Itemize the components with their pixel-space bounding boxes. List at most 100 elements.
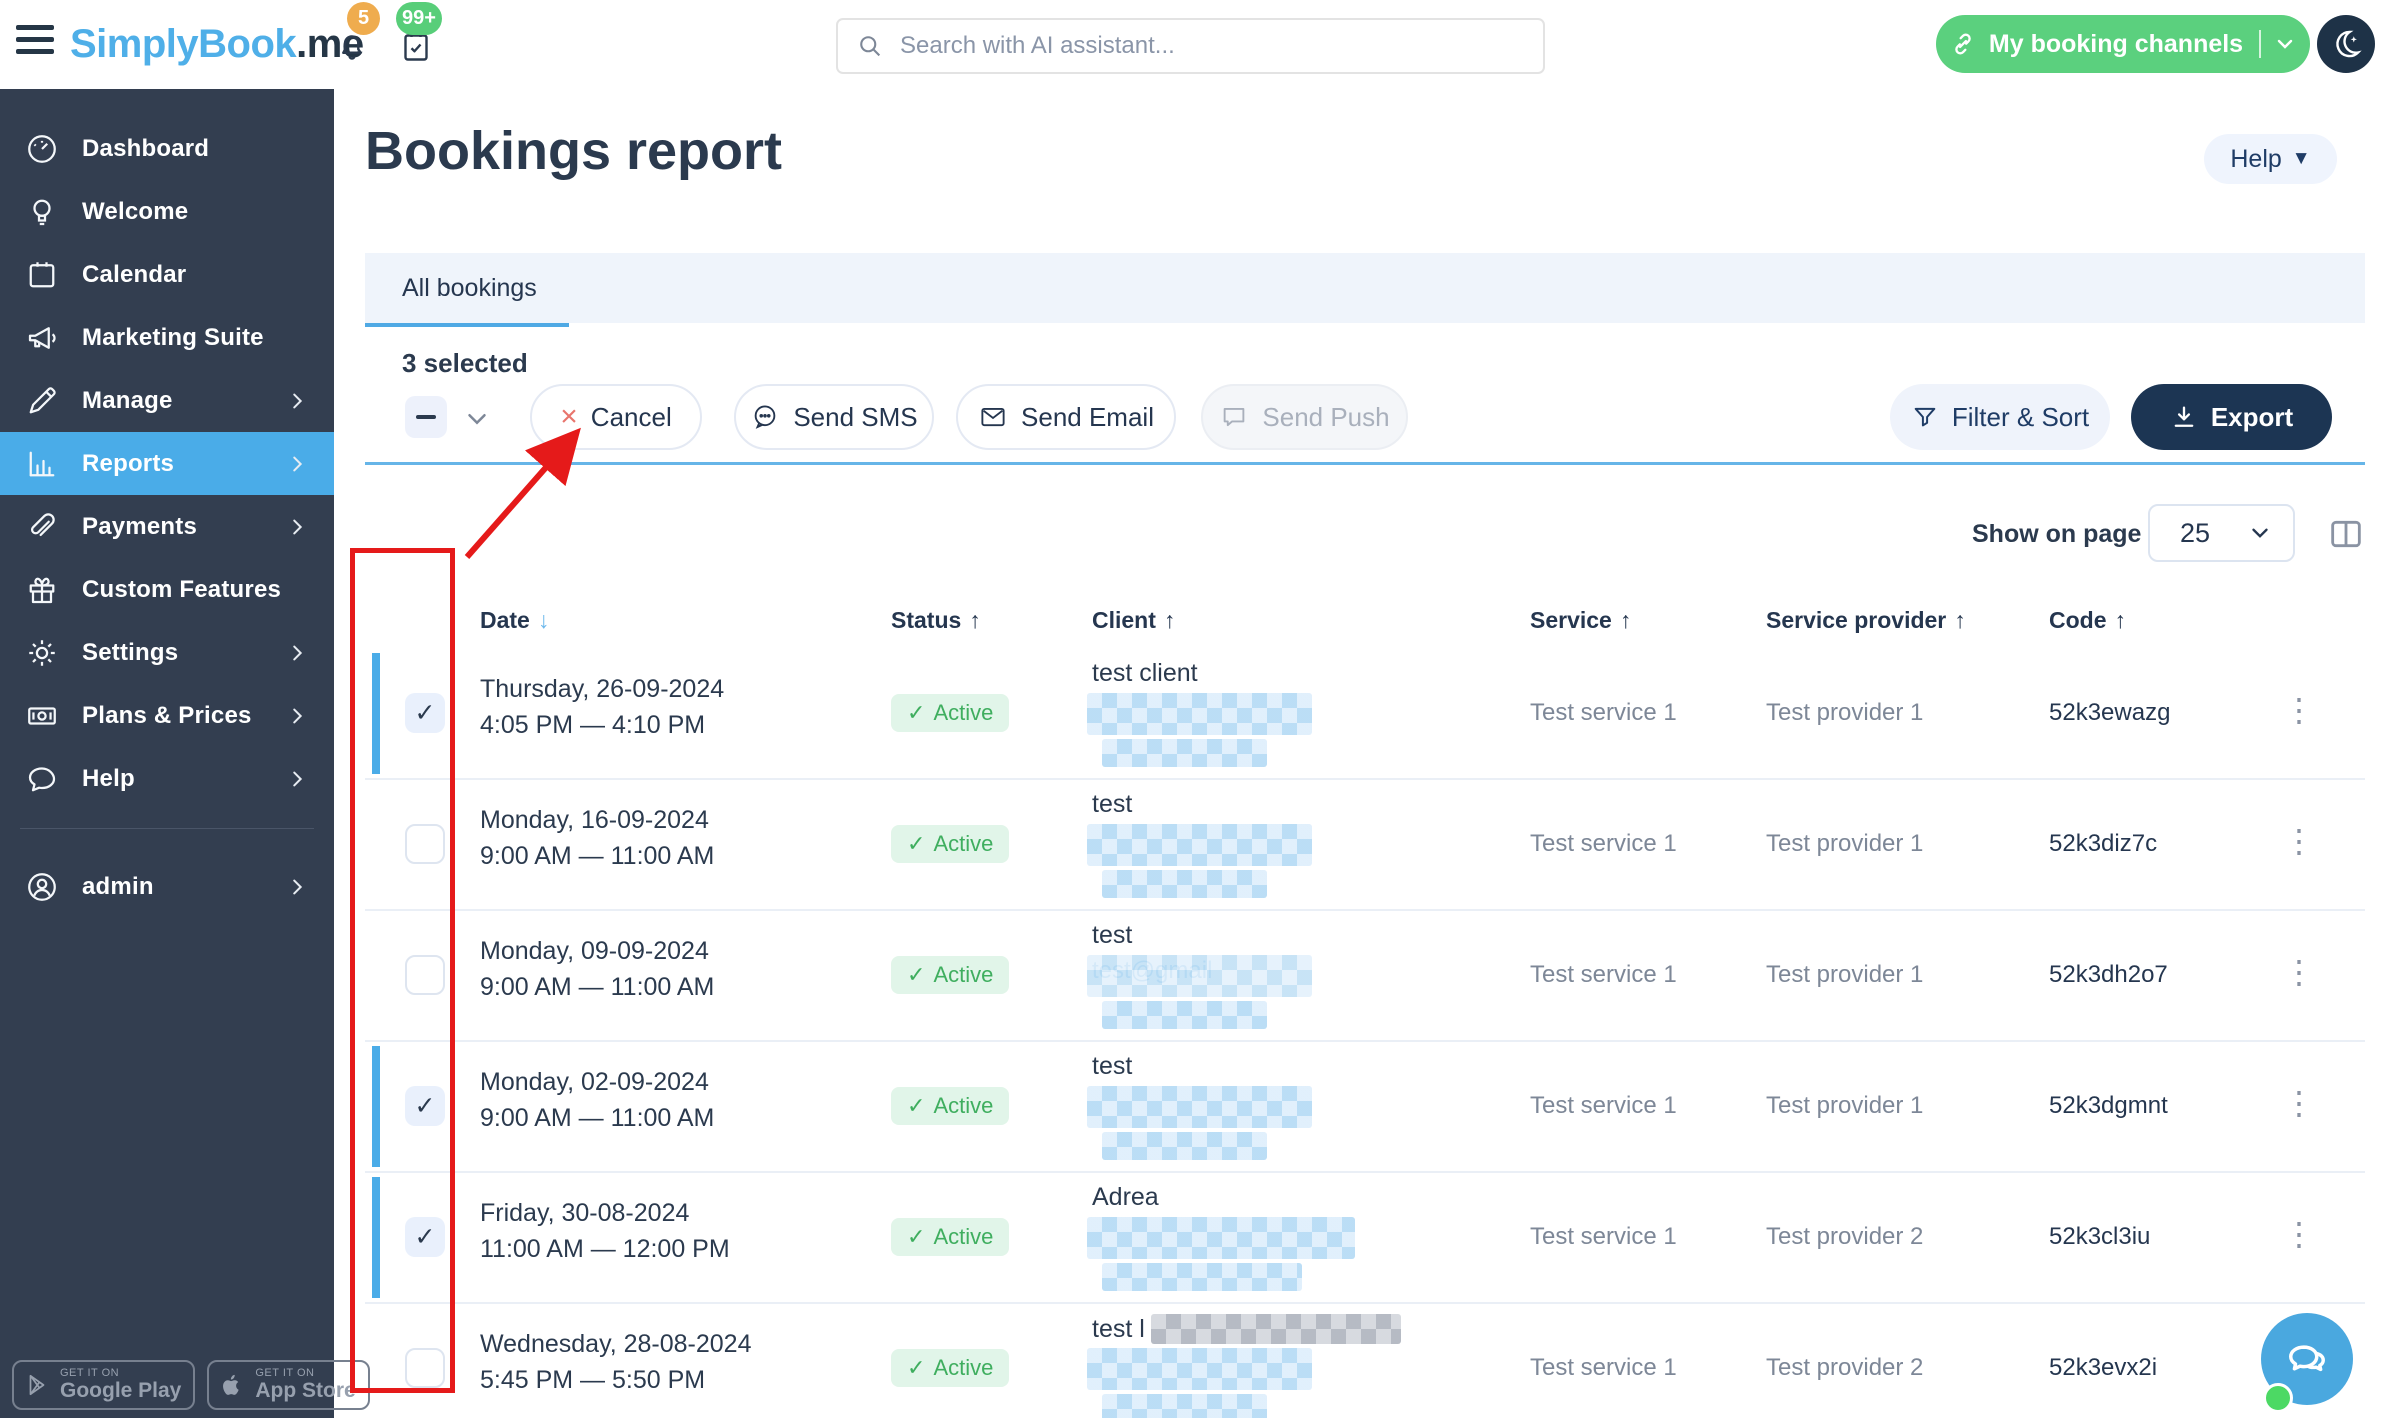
table-row[interactable]: Monday, 02-09-2024 9:00 AM — 11:00 AM ✓A… xyxy=(365,1042,2365,1173)
row-checkbox[interactable] xyxy=(405,693,445,733)
column-header-service-provider[interactable]: Service provider ↑ xyxy=(1766,607,1966,634)
sidebar-item-admin[interactable]: admin xyxy=(0,855,334,918)
simplybook-logo[interactable]: SimplyBook.me xyxy=(70,22,364,67)
sort-asc-icon: ↑ xyxy=(2115,607,2127,634)
sidebar-item-manage[interactable]: Manage xyxy=(0,369,334,432)
export-button[interactable]: Export xyxy=(2131,384,2332,450)
sidebar-nav: Dashboard Welcome Calendar xyxy=(0,117,334,918)
table-row[interactable]: Friday, 30-08-2024 11:00 AM — 12:00 PM ✓… xyxy=(365,1173,2365,1304)
row-checkbox[interactable] xyxy=(405,1348,445,1388)
booking-time: 9:00 AM — 11:00 AM xyxy=(480,1104,714,1133)
search-input[interactable] xyxy=(898,31,1543,61)
pencil-icon xyxy=(24,383,60,419)
row-menu-icon[interactable]: ⋮ xyxy=(2283,691,2315,729)
sidebar-item-payments[interactable]: Payments xyxy=(0,495,334,558)
check-icon: ✓ xyxy=(907,1093,925,1119)
table-row[interactable]: Monday, 16-09-2024 9:00 AM — 11:00 AM ✓A… xyxy=(365,780,2365,911)
send-push-button-disabled[interactable]: Send Push xyxy=(1201,384,1408,450)
row-checkbox[interactable] xyxy=(405,955,445,995)
filter-sort-button[interactable]: Filter & Sort xyxy=(1890,384,2110,450)
page-size-select[interactable]: 25 xyxy=(2148,504,2295,562)
notifications-badge: 5 xyxy=(347,2,380,35)
row-checkbox[interactable] xyxy=(405,1086,445,1126)
column-header-date[interactable]: Date ↓ xyxy=(480,607,549,634)
status-badge: ✓Active xyxy=(891,956,1009,994)
my-booking-channels-button[interactable]: My booking channels xyxy=(1936,15,2310,73)
booking-channels-label: My booking channels xyxy=(1989,30,2243,59)
column-header-service[interactable]: Service ↑ xyxy=(1530,607,1631,634)
booking-date: Monday, 09-09-2024 xyxy=(480,937,709,966)
dark-mode-toggle[interactable] xyxy=(2317,15,2375,73)
table-row[interactable]: Monday, 09-09-2024 9:00 AM — 11:00 AM ✓A… xyxy=(365,911,2365,1042)
help-dropdown-button[interactable]: Help ▼ xyxy=(2204,134,2337,184)
send-push-label: Send Push xyxy=(1262,402,1389,433)
column-settings-icon[interactable] xyxy=(2326,514,2366,554)
sidebar-item-marketing-suite[interactable]: Marketing Suite xyxy=(0,306,334,369)
sidebar-item-custom-features[interactable]: Custom Features xyxy=(0,558,334,621)
sidebar-item-label: Custom Features xyxy=(82,576,334,604)
hamburger-menu-icon[interactable] xyxy=(16,25,54,57)
row-checkbox[interactable] xyxy=(405,1217,445,1257)
redacted-client-info xyxy=(1087,1217,1355,1259)
client-name: test client xyxy=(1092,659,1198,688)
sidebar-item-reports[interactable]: Reports xyxy=(0,432,334,495)
app-store-badge[interactable]: GET IT ON App Store xyxy=(207,1360,369,1410)
envelope-icon xyxy=(978,402,1008,432)
redacted-client-info xyxy=(1102,1263,1302,1291)
sidebar-item-help[interactable]: Help xyxy=(0,747,334,810)
booking-time: 4:05 PM — 4:10 PM xyxy=(480,711,705,740)
send-sms-button[interactable]: Send SMS xyxy=(734,384,934,450)
check-icon: ✓ xyxy=(907,831,925,857)
ai-search-bar[interactable] xyxy=(836,18,1545,74)
selected-row-accent xyxy=(372,653,380,774)
sidebar-item-welcome[interactable]: Welcome xyxy=(0,180,334,243)
sidebar-item-calendar[interactable]: Calendar xyxy=(0,243,334,306)
send-email-button[interactable]: Send Email xyxy=(956,384,1176,450)
booking-date: Thursday, 26-09-2024 xyxy=(480,675,724,704)
banknote-icon xyxy=(24,698,60,734)
chevron-down-icon[interactable] xyxy=(2273,32,2297,56)
sidebar-item-dashboard[interactable]: Dashboard xyxy=(0,117,334,180)
provider-name: Test provider 2 xyxy=(1766,1354,1923,1382)
row-menu-icon[interactable]: ⋮ xyxy=(2283,1084,2315,1122)
app-store-badges: GET IT ON Google Play GET IT ON App Stor… xyxy=(0,1360,334,1410)
sidebar-item-label: Payments xyxy=(82,513,286,541)
status-badge: ✓Active xyxy=(891,1349,1009,1387)
column-header-client[interactable]: Client ↑ xyxy=(1092,607,1175,634)
tab-all-bookings[interactable]: All bookings xyxy=(402,253,537,323)
redacted-client-info xyxy=(1087,1348,1312,1390)
caret-down-icon: ▼ xyxy=(2292,148,2311,170)
page-size-value: 25 xyxy=(2180,518,2210,549)
row-checkbox[interactable] xyxy=(405,824,445,864)
sort-asc-icon: ↑ xyxy=(1164,607,1176,634)
column-header-code[interactable]: Code ↑ xyxy=(2049,607,2126,634)
row-menu-icon[interactable]: ⋮ xyxy=(2283,822,2315,860)
sidebar-item-settings[interactable]: Settings xyxy=(0,621,334,684)
row-menu-icon[interactable]: ⋮ xyxy=(2283,953,2315,991)
link-icon xyxy=(1949,30,1977,58)
chat-icon xyxy=(2281,1333,2333,1385)
bulk-select-chevron-icon[interactable] xyxy=(462,404,492,434)
google-play-badge[interactable]: GET IT ON Google Play xyxy=(12,1360,195,1410)
row-menu-icon[interactable]: ⋮ xyxy=(2283,1215,2315,1253)
status-badge: ✓Active xyxy=(891,1087,1009,1125)
service-name: Test service 1 xyxy=(1530,1223,1677,1251)
redacted-client-info xyxy=(1102,870,1267,898)
table-row[interactable]: Thursday, 26-09-2024 4:05 PM — 4:10 PM ✓… xyxy=(365,649,2365,780)
store-badge-tagline: GET IT ON xyxy=(255,1367,355,1379)
table-header: Date ↓ Status ↑ Client ↑ Service ↑ Servi… xyxy=(365,597,2365,649)
booking-code: 52k3dgmnt xyxy=(2049,1092,2168,1120)
top-bar: SimplyBook.me 5 99+ xyxy=(0,0,2400,89)
booking-date: Monday, 16-09-2024 xyxy=(480,806,709,835)
bulk-select-checkbox[interactable] xyxy=(405,396,447,438)
redacted-client-info xyxy=(1102,1394,1267,1418)
booking-code: 52k3cl3iu xyxy=(2049,1223,2150,1251)
table-row[interactable]: Wednesday, 28-08-2024 5:45 PM — 5:50 PM … xyxy=(365,1304,2365,1418)
sidebar-item-label: Help xyxy=(82,765,286,793)
column-header-status[interactable]: Status ↑ xyxy=(891,607,981,634)
tasks-badge: 99+ xyxy=(396,2,442,35)
cancel-button[interactable]: × Cancel xyxy=(530,384,702,450)
funnel-icon xyxy=(1911,403,1939,431)
sidebar-item-plans-prices[interactable]: Plans & Prices xyxy=(0,684,334,747)
megaphone-icon xyxy=(24,320,60,356)
